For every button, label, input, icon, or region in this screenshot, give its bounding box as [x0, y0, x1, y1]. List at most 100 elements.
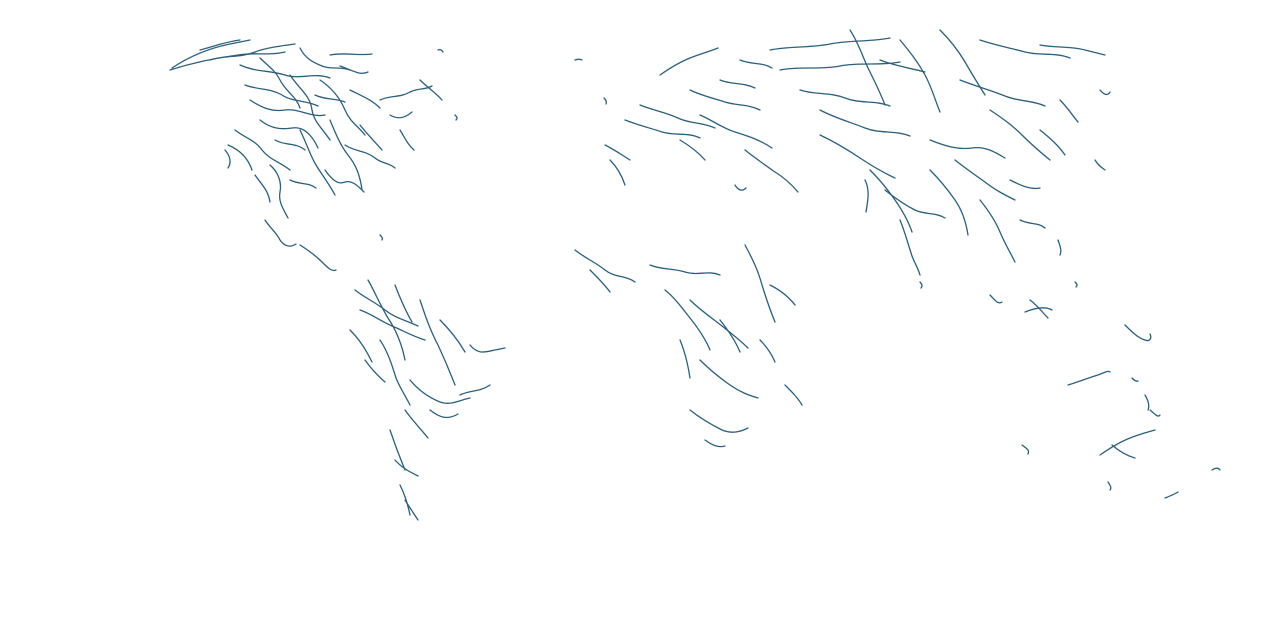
river: [769, 37, 891, 51]
river: [959, 79, 1046, 107]
river: [234, 129, 291, 171]
river: [899, 219, 921, 276]
river: [264, 219, 297, 247]
rivers-oceania: [1021, 324, 1221, 499]
river: [769, 284, 796, 306]
river: [689, 409, 749, 433]
river: [259, 57, 301, 109]
river: [367, 279, 406, 361]
river: [469, 344, 506, 353]
river: [744, 149, 799, 193]
river: [604, 144, 631, 161]
river: [459, 384, 491, 396]
river: [679, 139, 706, 161]
river: [1099, 429, 1156, 456]
river: [989, 294, 1003, 304]
river: [1057, 239, 1062, 256]
river: [289, 74, 331, 141]
river: [819, 134, 896, 179]
river: [589, 269, 611, 293]
river: [989, 109, 1051, 161]
river: [439, 319, 466, 353]
river: [299, 244, 337, 272]
river: [624, 119, 701, 139]
river: [394, 459, 419, 477]
river: [574, 249, 636, 283]
river: [324, 169, 365, 193]
river: [704, 439, 726, 448]
river: [389, 111, 413, 119]
river: [659, 47, 719, 76]
river: [719, 319, 741, 353]
river: [689, 299, 749, 349]
river: [1124, 324, 1152, 342]
river: [404, 499, 419, 521]
river: [199, 39, 241, 51]
river: [1039, 129, 1066, 156]
river: [954, 159, 1016, 201]
river: [609, 159, 626, 186]
river: [359, 124, 383, 151]
river: [1164, 491, 1179, 499]
river: [1149, 409, 1161, 417]
river: [929, 169, 969, 236]
river: [299, 129, 336, 196]
river: [699, 359, 759, 399]
river: [239, 64, 331, 79]
river: [437, 48, 444, 53]
river: [1029, 299, 1049, 319]
river: [784, 384, 803, 406]
river: [224, 149, 231, 169]
river: [689, 89, 761, 111]
river: [429, 409, 459, 419]
river: [574, 58, 583, 61]
river: [1019, 219, 1046, 229]
river: [399, 129, 415, 151]
river: [399, 484, 411, 516]
river: [379, 85, 433, 101]
river: [1211, 467, 1221, 471]
river: [419, 299, 456, 386]
river: [409, 379, 471, 404]
river: [1107, 481, 1112, 491]
river: [169, 51, 286, 71]
river: [244, 84, 319, 107]
river: [779, 61, 901, 71]
river: [679, 339, 691, 379]
river: [1144, 394, 1150, 411]
river: [979, 199, 1016, 263]
river: [744, 244, 776, 323]
river: [359, 309, 426, 341]
river: [349, 329, 373, 363]
river: [699, 114, 773, 149]
rivers-africa: [574, 244, 803, 448]
river: [227, 144, 253, 171]
river: [919, 281, 923, 289]
river: [364, 359, 386, 383]
river: [394, 284, 413, 323]
river: [849, 29, 886, 106]
river: [329, 119, 363, 191]
river: [404, 409, 429, 439]
river: [939, 29, 986, 96]
river: [899, 39, 941, 113]
river: [344, 144, 396, 169]
river: [349, 89, 381, 109]
river: [299, 47, 351, 71]
river: [649, 264, 721, 276]
river: [1099, 89, 1111, 96]
river: [1131, 377, 1139, 382]
river: [274, 139, 306, 151]
river: [379, 234, 384, 241]
river: [1067, 370, 1111, 386]
river: [819, 109, 911, 137]
river: [259, 119, 319, 149]
river: [864, 179, 869, 213]
river: [759, 339, 776, 363]
river: [734, 184, 747, 191]
river: [319, 79, 366, 136]
river: [1009, 179, 1041, 190]
